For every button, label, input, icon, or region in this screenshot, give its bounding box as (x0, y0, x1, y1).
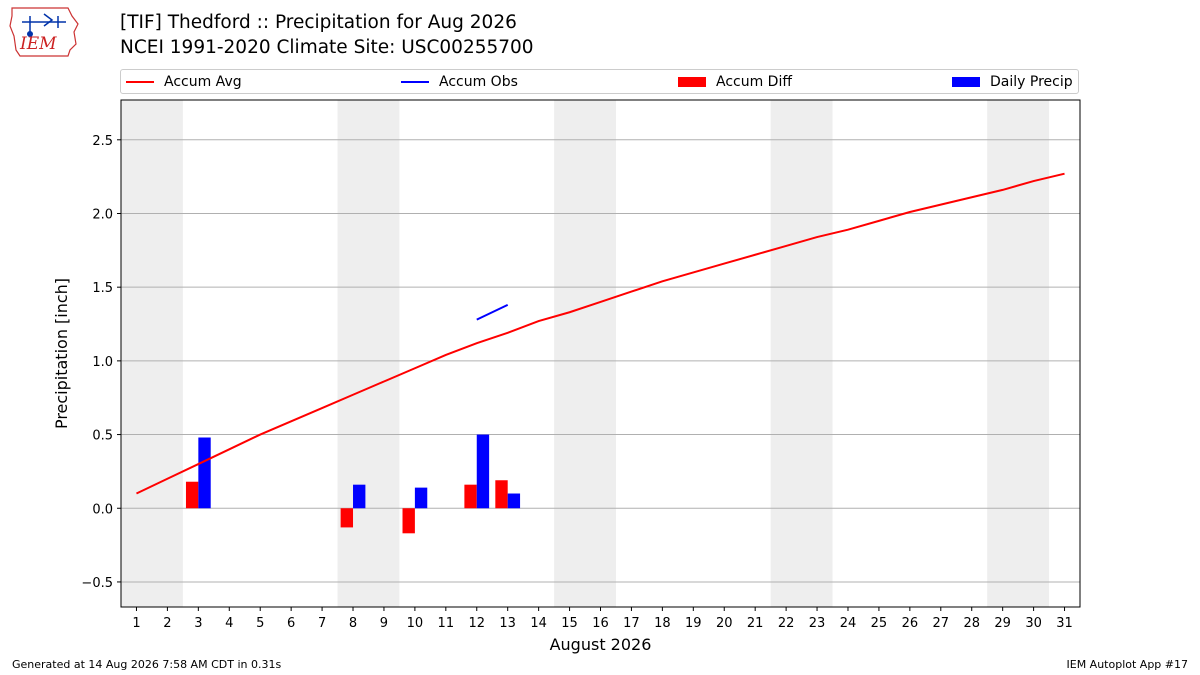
weekend-band (987, 100, 1050, 607)
x-tick-label: 15 (561, 616, 578, 631)
daily-precip-bar (353, 484, 366, 509)
y-tick-label: 2.0 (92, 207, 113, 222)
daily-precip-bar (414, 487, 428, 509)
y-tick-label: 2.5 (92, 134, 113, 149)
legend-accum-obs: Accum Obs (401, 74, 518, 90)
weekend-band (554, 100, 616, 607)
legend-label: Daily Precip (990, 74, 1073, 90)
accum-diff-bar (185, 481, 199, 509)
accum-diff-bar (340, 508, 354, 528)
x-tick-label: 25 (871, 616, 888, 631)
x-tick-label: 29 (994, 616, 1011, 631)
y-tick-label: 1.5 (92, 281, 113, 296)
x-tick-label: 28 (963, 616, 980, 631)
y-axis-label: Precipitation [inch] (52, 278, 71, 429)
legend-accum-avg: Accum Avg (126, 74, 242, 90)
x-tick-label: 26 (902, 616, 919, 631)
legend-accum-diff: Accum Diff (678, 74, 792, 90)
chart-subtitle: NCEI 1991-2020 Climate Site: USC00255700 (120, 37, 534, 58)
x-tick-label: 2 (163, 616, 171, 631)
weekend-band (121, 100, 183, 607)
x-tick-label: 3 (194, 616, 202, 631)
daily-precip-bar (198, 437, 211, 509)
x-tick-label: 23 (809, 616, 826, 631)
y-tick-label: −0.5 (81, 576, 113, 591)
x-tick-label: 13 (499, 616, 516, 631)
weekend-band (770, 100, 833, 607)
plot-frame (120, 99, 1081, 608)
accum-avg-line (136, 172, 1065, 495)
y-tick-label: 0.5 (92, 429, 113, 444)
legend-obs-line-icon (401, 81, 429, 83)
x-tick-label: 30 (1025, 616, 1042, 631)
accum-diff-bar (402, 508, 415, 534)
iem-logo: IEM (8, 6, 80, 58)
x-axis-label: August 2026 (550, 635, 652, 654)
x-tick-label: 18 (654, 616, 671, 631)
legend-daily-patch-icon (952, 77, 980, 87)
chart-title: [TIF] Thedford :: Precipitation for Aug … (120, 12, 517, 33)
x-tick-label: 16 (592, 616, 609, 631)
x-tick-label: 4 (225, 616, 233, 631)
x-tick-label: 5 (256, 616, 264, 631)
y-tick-label: 0.0 (92, 502, 113, 517)
x-tick-label: 11 (438, 616, 455, 631)
accum-diff-bar (464, 484, 477, 509)
x-tick-label: 1 (132, 616, 140, 631)
legend-avg-line-icon (126, 81, 154, 83)
x-tick-label: 12 (468, 616, 485, 631)
x-tick-label: 10 (407, 616, 424, 631)
app-label: IEM Autoplot App #17 (1066, 658, 1189, 671)
legend-label: Accum Obs (439, 74, 518, 90)
x-tick-label: 8 (349, 616, 357, 631)
x-tick-label: 21 (747, 616, 764, 631)
daily-precip-bar (507, 493, 521, 509)
legend-label: Accum Diff (716, 74, 793, 90)
generated-timestamp: Generated at 14 Aug 2026 7:58 AM CDT in … (12, 658, 282, 671)
legend-label: Accum Avg (164, 74, 242, 90)
chart-legend: Accum Avg Accum Obs Accum Diff Daily Pre… (120, 69, 1079, 94)
daily-precip-bar (476, 434, 490, 509)
x-tick-label: 7 (318, 616, 326, 631)
x-tick-label: 14 (530, 616, 547, 631)
x-tick-label: 19 (685, 616, 702, 631)
legend-daily-precip: Daily Precip (952, 74, 1073, 90)
iowa-outline-icon (9, 7, 79, 57)
x-tick-label: 9 (380, 616, 388, 631)
x-tick-label: 22 (778, 616, 795, 631)
y-tick-label: 1.0 (92, 355, 113, 370)
x-tick-label: 24 (840, 616, 857, 631)
legend-diff-patch-icon (678, 77, 706, 87)
weekend-band (337, 100, 400, 607)
accum-obs-line (476, 303, 509, 321)
x-tick-label: 20 (716, 616, 733, 631)
accum-diff-bar (495, 480, 508, 509)
iem-logo-text: IEM (20, 34, 57, 54)
x-tick-label: 27 (933, 616, 950, 631)
x-tick-label: 17 (623, 616, 640, 631)
x-tick-label: 31 (1056, 616, 1073, 631)
x-tick-label: 6 (287, 616, 295, 631)
